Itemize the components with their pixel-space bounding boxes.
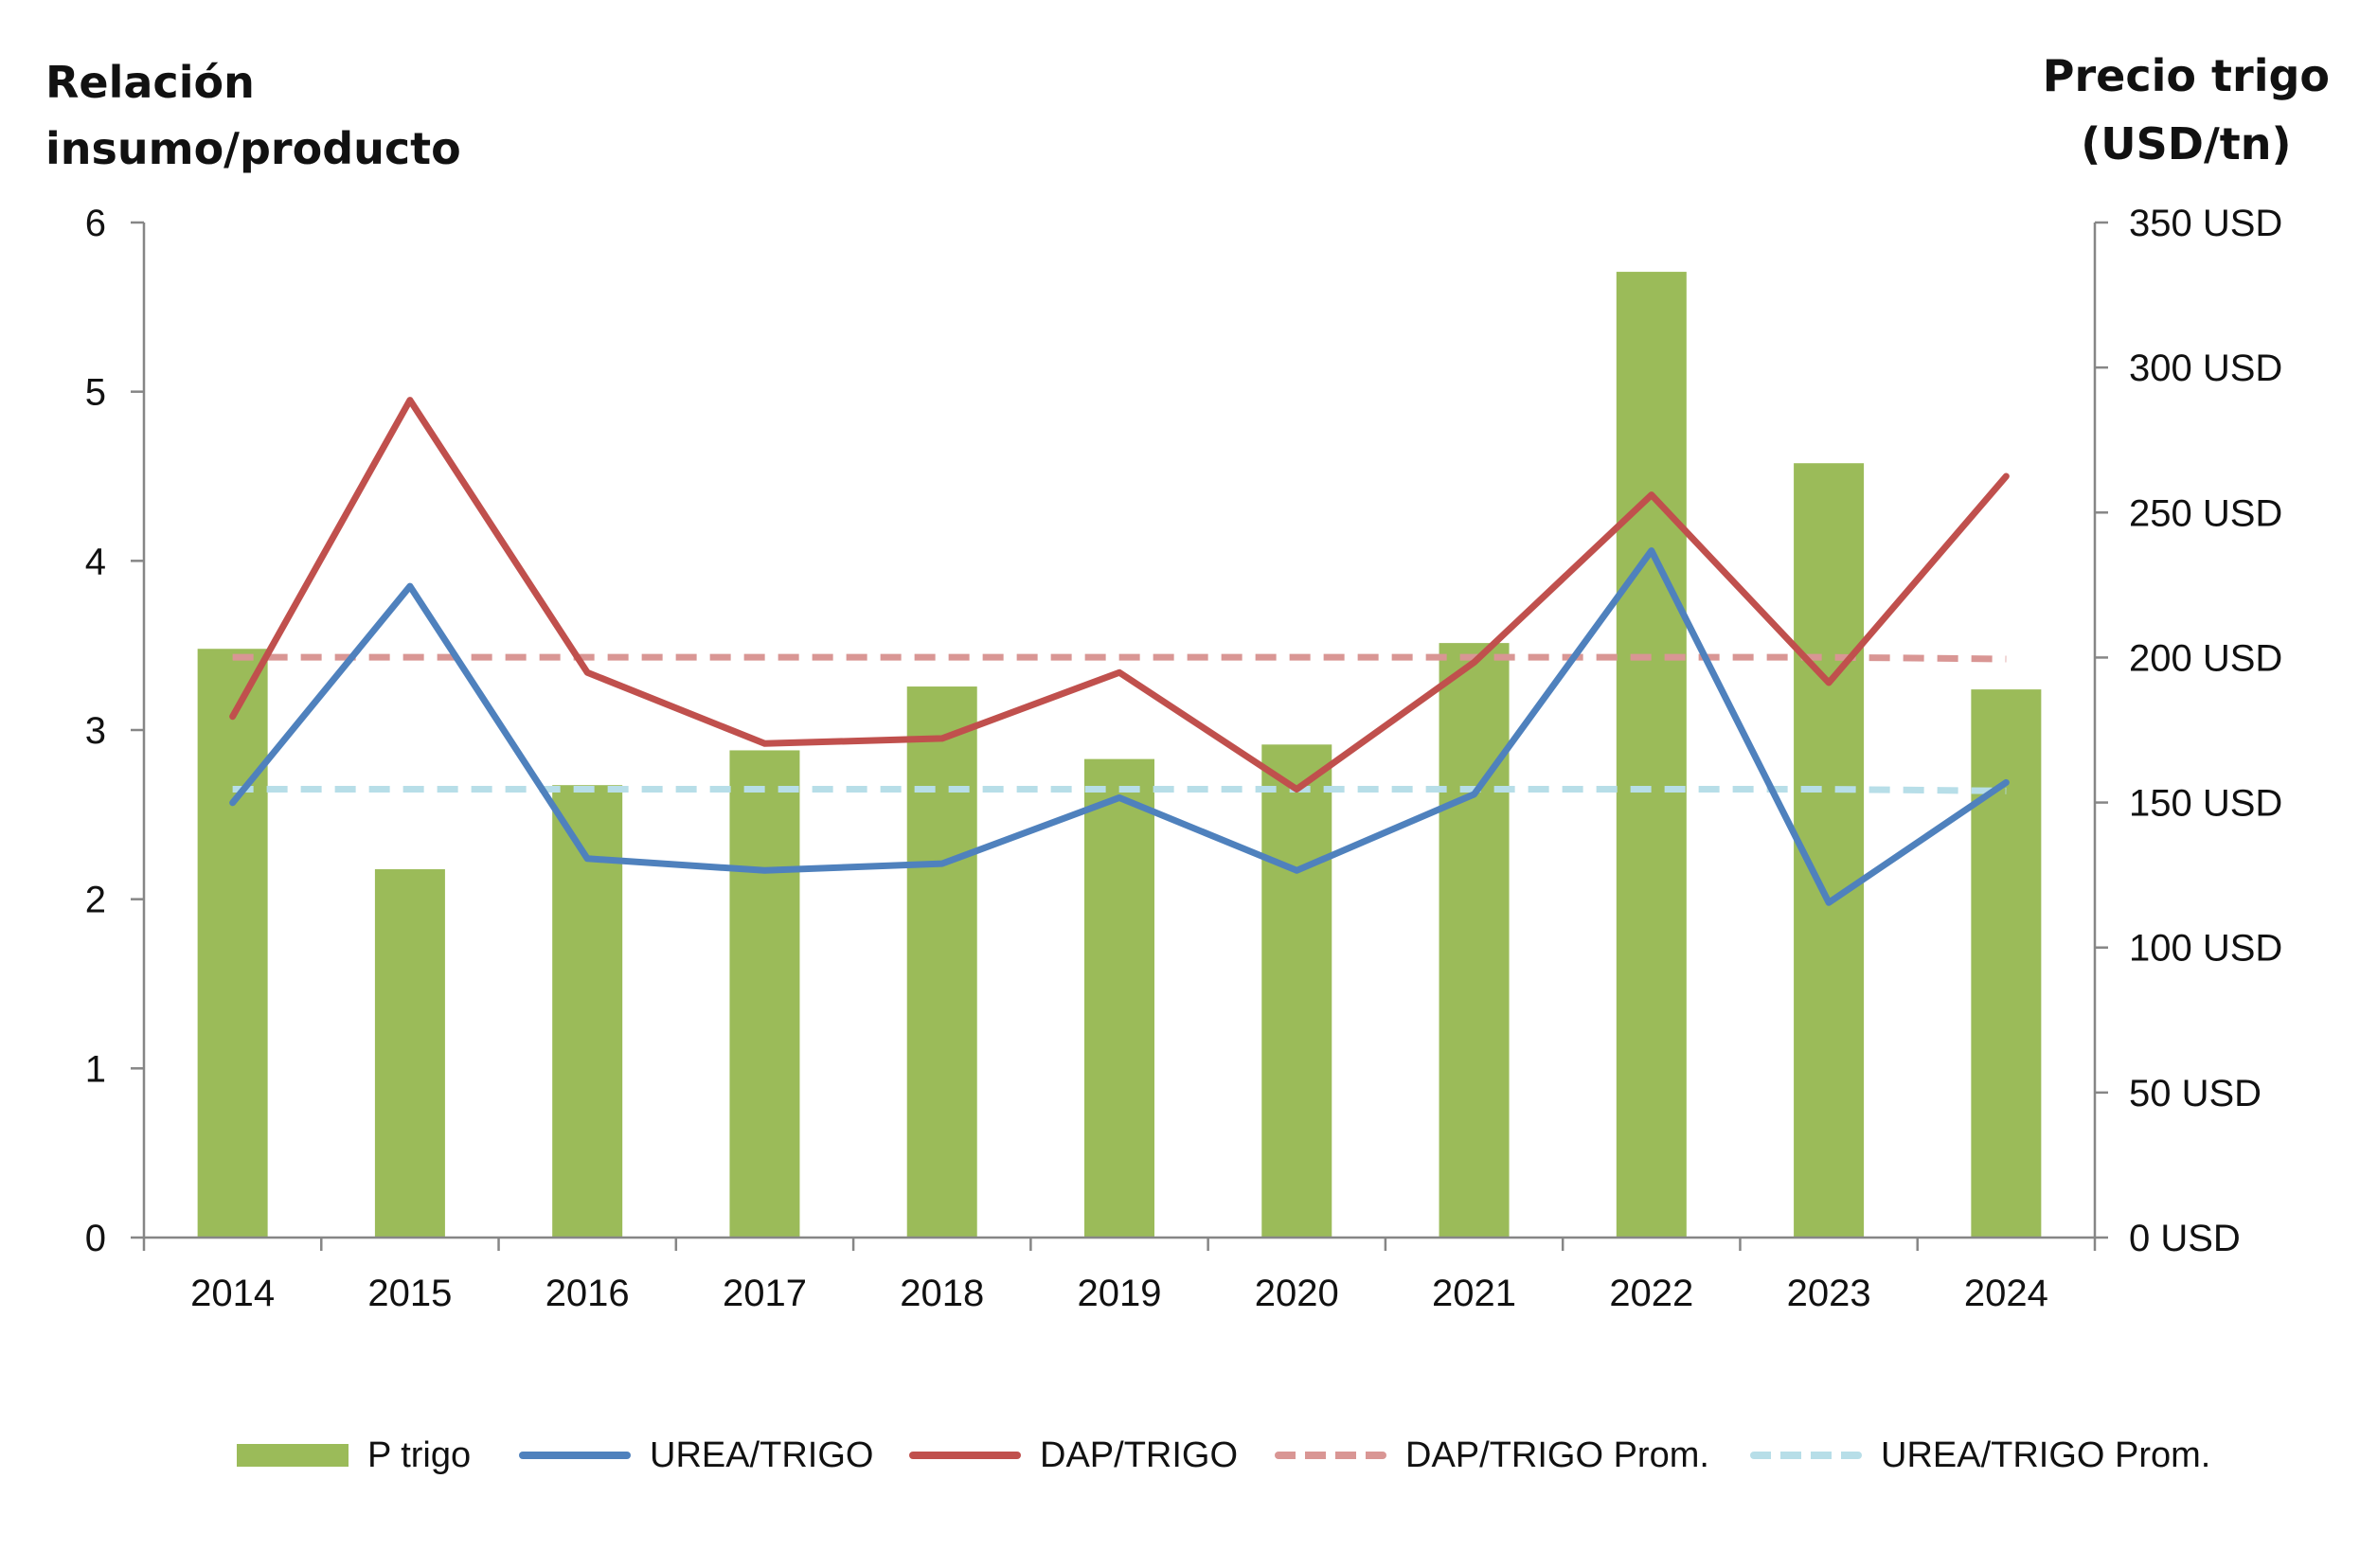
- right-axis-title: Precio trigo (USD/tn): [2043, 42, 2330, 178]
- legend-item-urea-trigo: UREA/TRIGO: [519, 1432, 873, 1479]
- x-tick-label: 2017: [723, 1273, 807, 1314]
- legend-swatch-bar: [237, 1444, 349, 1467]
- right-tick-label: 50 USD: [2129, 1073, 2262, 1114]
- right-tick-label: 200 USD: [2129, 637, 2282, 679]
- legend-label: UREA/TRIGO Prom.: [1881, 1434, 2211, 1475]
- left-tick-label: 4: [85, 541, 106, 582]
- right-tick-label: 350 USD: [2129, 203, 2282, 244]
- x-tick-label: 2018: [900, 1273, 984, 1314]
- bar-p-trigo-2021: [1439, 643, 1510, 1238]
- right-tick-label: 300 USD: [2129, 347, 2282, 389]
- legend-label: P trigo: [367, 1434, 472, 1475]
- legend-item-urea-trigo-prom: UREA/TRIGO Prom.: [1750, 1432, 2210, 1479]
- bar-p-trigo-2017: [729, 750, 800, 1238]
- legend-item-dap-trigo-prom: DAP/TRIGO Prom.: [1275, 1432, 1709, 1479]
- right-axis-title-text: Precio trigo (USD/tn): [2042, 50, 2330, 169]
- x-tick-label: 2019: [1078, 1273, 1162, 1314]
- bar-p-trigo-2024: [1971, 689, 2042, 1238]
- x-tick-label: 2014: [190, 1273, 275, 1314]
- bar-p-trigo-2020: [1261, 744, 1332, 1238]
- x-tick-label: 2020: [1255, 1273, 1339, 1314]
- bar-p-trigo-2019: [1084, 758, 1154, 1238]
- line-urea-trigo-prom-: [232, 786, 2007, 794]
- legend-item-p-trigo: P trigo: [237, 1432, 471, 1479]
- left-tick-label: 5: [85, 372, 106, 414]
- legend-label: DAP/TRIGO: [1040, 1434, 1239, 1475]
- line-dap-trigo-prom-: [232, 653, 2007, 663]
- x-tick-label: 2022: [1609, 1273, 1693, 1314]
- x-tick-label: 2021: [1432, 1273, 1516, 1314]
- legend-swatch-line: [519, 1452, 631, 1459]
- line-dap-trigo: [229, 397, 2010, 793]
- x-tick-label: 2016: [545, 1273, 630, 1314]
- left-tick-label: 2: [85, 880, 106, 921]
- bar-p-trigo-2014: [197, 649, 268, 1238]
- legend-label: UREA/TRIGO: [650, 1434, 874, 1475]
- legend-label: DAP/TRIGO Prom.: [1405, 1434, 1709, 1475]
- left-tick-label: 6: [85, 203, 106, 244]
- bar-p-trigo-2015: [374, 869, 445, 1238]
- bar-p-trigo-2018: [906, 686, 977, 1238]
- left-axis-title-text: Relación insumo/producto: [45, 57, 461, 174]
- x-tick-label: 2024: [1964, 1273, 2048, 1314]
- line-urea-trigo: [229, 547, 2010, 906]
- right-tick-label: 150 USD: [2129, 783, 2282, 825]
- legend-swatch-dashed: [1275, 1452, 1386, 1459]
- left-tick-label: 3: [85, 710, 106, 752]
- legend-swatch-dashed: [1750, 1452, 1862, 1459]
- right-tick-label: 100 USD: [2129, 928, 2282, 970]
- left-axis-title: Relación insumo/producto: [45, 49, 461, 182]
- legend-item-dap-trigo: DAP/TRIGO: [909, 1432, 1238, 1479]
- bar-p-trigo-2022: [1616, 272, 1687, 1238]
- x-tick-label: 2015: [367, 1273, 452, 1314]
- left-tick-label: 0: [85, 1218, 106, 1259]
- legend-swatch-line: [909, 1452, 1021, 1459]
- right-tick-label: 0 USD: [2129, 1218, 2241, 1259]
- right-tick-label: 250 USD: [2129, 492, 2282, 534]
- left-tick-label: 1: [85, 1048, 106, 1090]
- x-tick-label: 2023: [1787, 1273, 1871, 1314]
